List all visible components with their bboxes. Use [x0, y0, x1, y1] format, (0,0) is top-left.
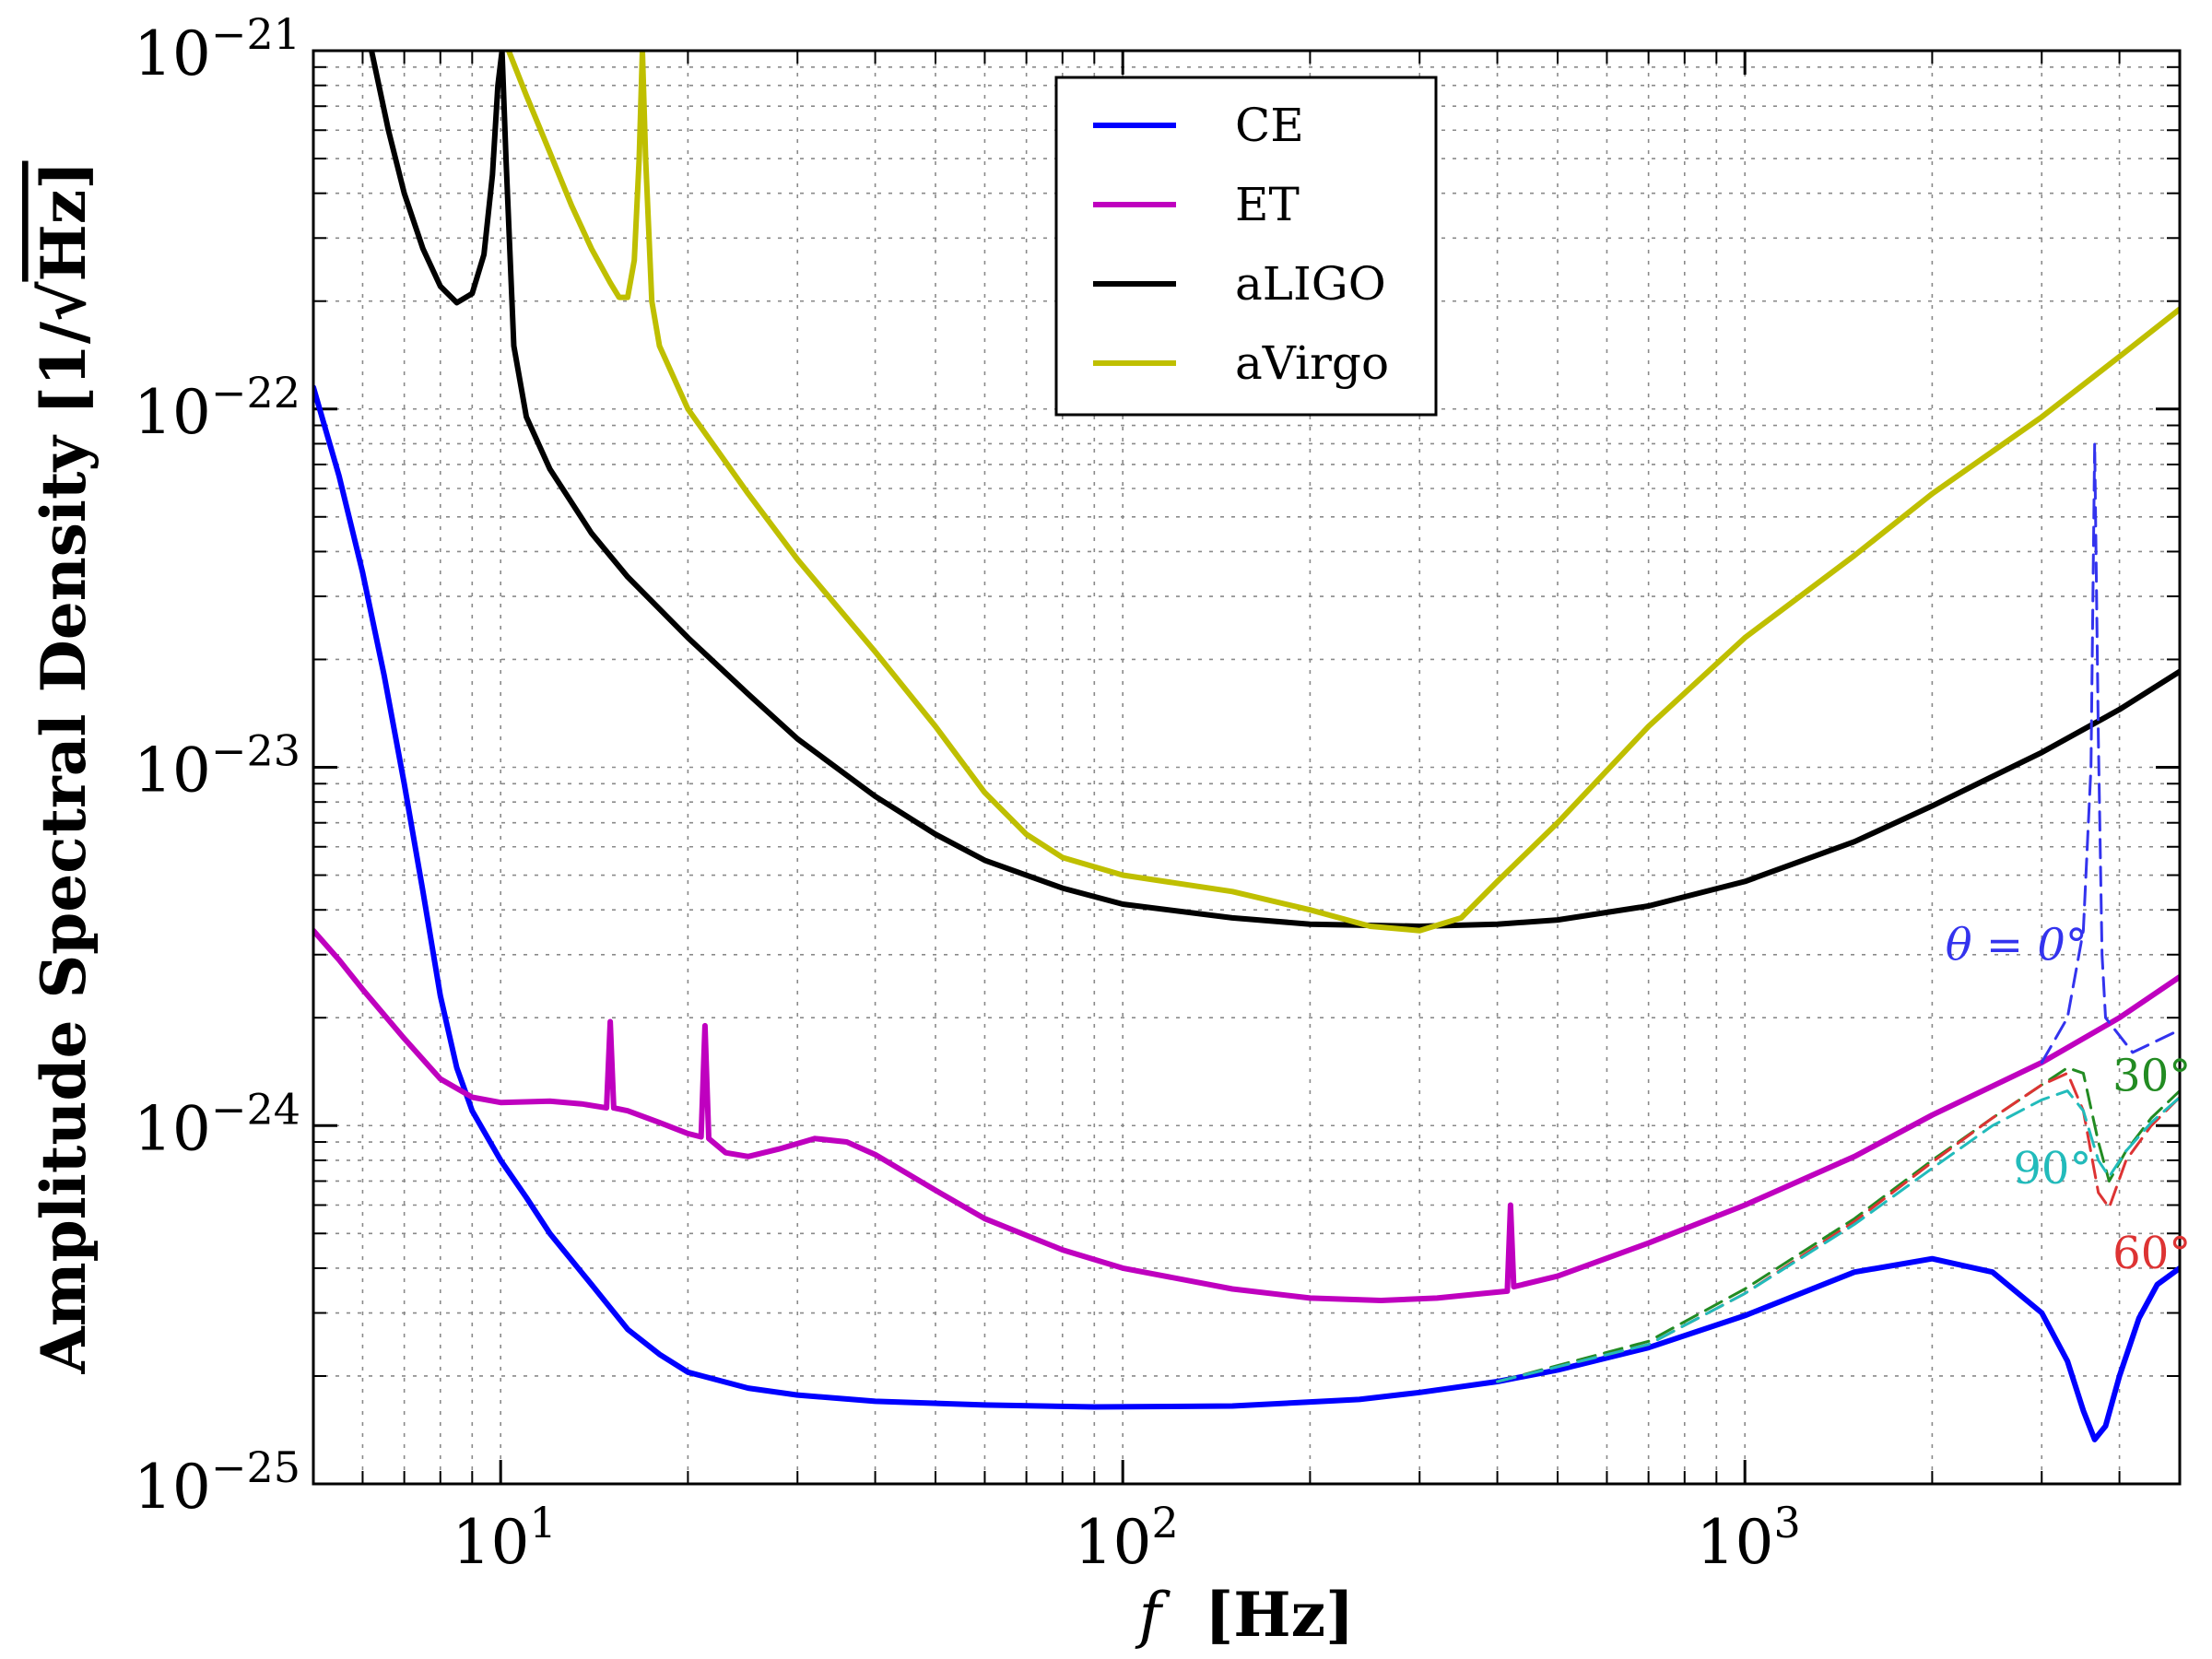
tick-exponent: −25	[211, 1442, 300, 1492]
legend-label: CE	[1235, 99, 1304, 152]
series-line-ce	[313, 384, 2180, 1442]
tick-exponent: 1	[530, 1498, 557, 1547]
tick-base: 10	[134, 1093, 211, 1164]
series-line-aligo	[369, 51, 2180, 929]
series-line-30	[1496, 1066, 2180, 1383]
tick-exponent: −22	[211, 368, 300, 418]
curve-annotation: 30°	[2112, 1051, 2191, 1102]
grid	[312, 50, 2181, 1485]
x-tick-label: 102	[1075, 1498, 1179, 1578]
plot-frame	[312, 49, 2182, 1486]
y-tick-label: 10−22	[134, 368, 300, 448]
tick-base: 10	[1697, 1507, 1774, 1578]
y-axis-unit: Hz]	[28, 161, 100, 282]
y-tick-label: 10−23	[134, 726, 300, 806]
tick-base: 10	[453, 1507, 530, 1578]
series-line-90	[1496, 1089, 2180, 1383]
tick-base: 10	[134, 1452, 211, 1523]
legend: CE ET aLIGO aVirgo	[1054, 76, 1438, 417]
curve-annotation: 60°	[2112, 1228, 2191, 1279]
series-line-avirgo	[505, 51, 2180, 934]
x-axis-title: f [Hz]	[1135, 1579, 1355, 1651]
y-tick-label: 10−25	[134, 1442, 300, 1523]
tick-base: 10	[134, 735, 211, 806]
tick-base: 10	[134, 18, 211, 89]
legend-label: aVirgo	[1235, 336, 1389, 390]
tick-base: 10	[134, 377, 211, 448]
tick-exponent: 3	[1774, 1498, 1801, 1547]
x-axis-unit: [Hz]	[1205, 1579, 1354, 1651]
tick-exponent: −23	[211, 726, 300, 776]
curve-annotations: θ = 0° 30° 60° 90°	[1946, 919, 2192, 1278]
x-axis-variable: f	[1135, 1580, 1171, 1651]
y-tick-label: 10−24	[134, 1084, 300, 1164]
tick-base: 10	[1075, 1507, 1152, 1578]
legend-box	[1054, 76, 1438, 417]
y-tick-label: 10−21	[134, 9, 300, 89]
legend-label: aLIGO	[1235, 257, 1386, 311]
series-layer	[313, 51, 2180, 1442]
tick-exponent: −21	[211, 9, 300, 59]
series-line-et	[313, 927, 2180, 1303]
curve-annotation: 90°	[2013, 1143, 2091, 1194]
y-axis-title: Amplitude Spectral Density [1/√Hz]	[28, 161, 100, 1375]
series-line-0	[2040, 441, 2180, 1065]
x-tick-label: 101	[453, 1498, 557, 1578]
tick-exponent: 2	[1152, 1498, 1179, 1547]
y-axis-text: Amplitude Spectral Density [1/√	[28, 281, 100, 1374]
curve-annotation: θ = 0°	[1946, 919, 2088, 971]
tick-exponent: −24	[211, 1084, 300, 1134]
legend-label: ET	[1235, 178, 1300, 231]
x-tick-label: 103	[1697, 1498, 1801, 1578]
